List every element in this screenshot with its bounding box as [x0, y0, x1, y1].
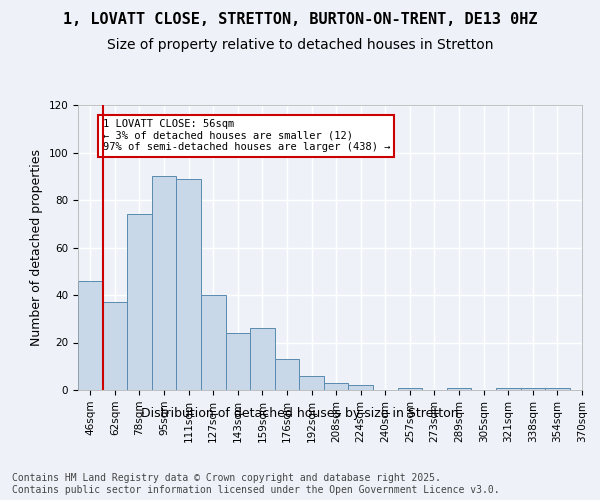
Text: Distribution of detached houses by size in Stretton: Distribution of detached houses by size …: [141, 408, 459, 420]
Text: Contains HM Land Registry data © Crown copyright and database right 2025.
Contai: Contains HM Land Registry data © Crown c…: [12, 474, 500, 495]
Bar: [521, 388, 545, 390]
Bar: [496, 388, 521, 390]
Bar: [226, 333, 250, 390]
Bar: [176, 178, 201, 390]
Text: 1, LOVATT CLOSE, STRETTON, BURTON-ON-TRENT, DE13 0HZ: 1, LOVATT CLOSE, STRETTON, BURTON-ON-TRE…: [63, 12, 537, 28]
Bar: [127, 214, 152, 390]
Bar: [545, 388, 570, 390]
Bar: [152, 176, 176, 390]
Text: Size of property relative to detached houses in Stretton: Size of property relative to detached ho…: [107, 38, 493, 52]
Y-axis label: Number of detached properties: Number of detached properties: [30, 149, 43, 346]
Bar: [201, 295, 226, 390]
Bar: [349, 385, 373, 390]
Bar: [103, 302, 127, 390]
Bar: [447, 388, 472, 390]
Bar: [324, 383, 349, 390]
Bar: [275, 359, 299, 390]
Text: 1 LOVATT CLOSE: 56sqm
← 3% of detached houses are smaller (12)
97% of semi-detac: 1 LOVATT CLOSE: 56sqm ← 3% of detached h…: [103, 120, 390, 152]
Bar: [250, 328, 275, 390]
Bar: [398, 388, 422, 390]
Bar: [78, 281, 103, 390]
Bar: [299, 376, 324, 390]
